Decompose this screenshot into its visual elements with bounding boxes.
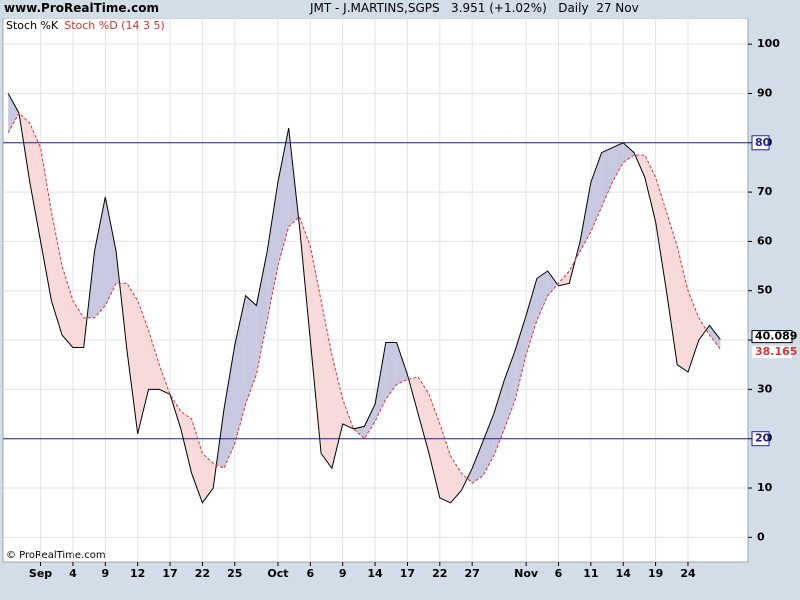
x-tick-label: 25 bbox=[227, 567, 242, 580]
x-tick-label: Nov bbox=[514, 567, 539, 580]
legend-entry: Stoch %K bbox=[6, 19, 59, 32]
last-value-label: 40.089 bbox=[755, 330, 797, 343]
chart: © ProRealTime.com 0102030405060708090100… bbox=[2, 18, 797, 580]
fill-band bbox=[666, 211, 678, 365]
x-tick-label: 22 bbox=[432, 567, 447, 580]
x-tick-label: Oct bbox=[267, 567, 288, 580]
fill-band bbox=[655, 177, 667, 291]
x-tick-label: 24 bbox=[680, 567, 696, 580]
fill-band bbox=[706, 325, 710, 336]
fill-band bbox=[191, 418, 203, 503]
fill-band bbox=[429, 394, 440, 498]
x-tick-label: 4 bbox=[69, 567, 77, 580]
x-tick-label: 17 bbox=[400, 567, 415, 580]
x-tick-label: 19 bbox=[648, 567, 663, 580]
x-tick-label: 27 bbox=[465, 567, 480, 580]
fill-band bbox=[148, 330, 160, 390]
y-tick-label: 70 bbox=[757, 185, 773, 198]
y-tick-label: 100 bbox=[757, 37, 780, 50]
fill-band bbox=[180, 411, 192, 474]
fill-band bbox=[418, 377, 430, 454]
x-tick-label: 14 bbox=[367, 567, 383, 580]
fill-band bbox=[310, 246, 322, 454]
fill-band bbox=[94, 197, 106, 318]
series-line bbox=[7, 112, 721, 484]
y-tick-label: 10 bbox=[757, 481, 773, 494]
x-tick-label: 12 bbox=[130, 567, 145, 580]
fill-band bbox=[526, 278, 537, 355]
fill-band bbox=[202, 453, 214, 503]
x-tick-label: 11 bbox=[583, 567, 598, 580]
fill-band bbox=[709, 325, 721, 350]
fill-band bbox=[234, 295, 246, 444]
fill-band bbox=[321, 300, 332, 469]
fill-band bbox=[558, 271, 570, 286]
fill-band bbox=[245, 295, 257, 405]
fill-band bbox=[623, 142, 635, 163]
fill-band bbox=[364, 404, 376, 439]
x-tick-label: 22 bbox=[195, 567, 210, 580]
fill-band bbox=[698, 317, 707, 341]
x-tick-label: 6 bbox=[555, 567, 563, 580]
y-tick-label: 30 bbox=[757, 382, 773, 395]
watermark: © ProRealTime.com bbox=[6, 550, 106, 561]
fill-band bbox=[590, 152, 602, 232]
fill-band bbox=[224, 344, 235, 469]
fill-band bbox=[515, 315, 527, 400]
x-tick-label: 6 bbox=[306, 567, 314, 580]
fill-band bbox=[493, 379, 505, 456]
reference-label: 80 bbox=[755, 136, 771, 149]
fill-band bbox=[277, 127, 289, 267]
reference-label-box bbox=[751, 431, 770, 447]
fill-band bbox=[375, 342, 386, 422]
fill-band bbox=[439, 423, 451, 503]
fill-band bbox=[353, 426, 365, 439]
series-line bbox=[7, 93, 721, 504]
x-tick-label: 17 bbox=[162, 567, 177, 580]
fill-band bbox=[687, 290, 699, 373]
fill-band bbox=[331, 354, 343, 469]
x-tick-label: Sep bbox=[29, 567, 52, 580]
last-value-label: 38.165 bbox=[755, 345, 797, 358]
fill-band bbox=[72, 300, 84, 348]
y-tick-label: 0 bbox=[757, 530, 765, 543]
fill-band bbox=[601, 147, 613, 207]
chart-title: JMT - J.MARTINS,SGPS 3.951 (+1.02%) Dail… bbox=[310, 1, 639, 15]
last-value-box bbox=[752, 346, 792, 359]
site-link[interactable]: www.ProRealTime.com bbox=[4, 1, 159, 15]
fill-band bbox=[612, 142, 624, 183]
fill-band bbox=[450, 455, 462, 503]
x-tick-label: 9 bbox=[339, 567, 347, 580]
legend-entry: Stoch %D (14 3 5) bbox=[64, 19, 165, 32]
fill-band bbox=[62, 266, 73, 348]
fill-band bbox=[29, 123, 41, 242]
fill-band bbox=[256, 251, 268, 375]
fill-band bbox=[8, 93, 19, 133]
fill-band bbox=[385, 342, 397, 400]
y-tick-label: 50 bbox=[757, 284, 773, 297]
x-tick-label: 14 bbox=[616, 567, 632, 580]
fill-band bbox=[677, 246, 688, 373]
fill-band bbox=[536, 271, 548, 321]
y-tick-label: 90 bbox=[757, 86, 773, 99]
x-tick-label: 9 bbox=[101, 567, 109, 580]
last-value-box bbox=[751, 330, 793, 344]
fill-band bbox=[504, 349, 516, 429]
reference-label: 20 bbox=[755, 432, 771, 445]
fill-band bbox=[472, 441, 483, 484]
fill-band bbox=[267, 182, 278, 321]
fill-band bbox=[105, 197, 117, 306]
fill-band bbox=[40, 147, 52, 301]
fill-band bbox=[547, 271, 558, 296]
fill-band bbox=[396, 342, 408, 385]
fill-band bbox=[51, 211, 63, 336]
y-tick-label: 60 bbox=[757, 234, 773, 247]
reference-label-box bbox=[751, 135, 770, 151]
fill-band bbox=[126, 283, 138, 434]
